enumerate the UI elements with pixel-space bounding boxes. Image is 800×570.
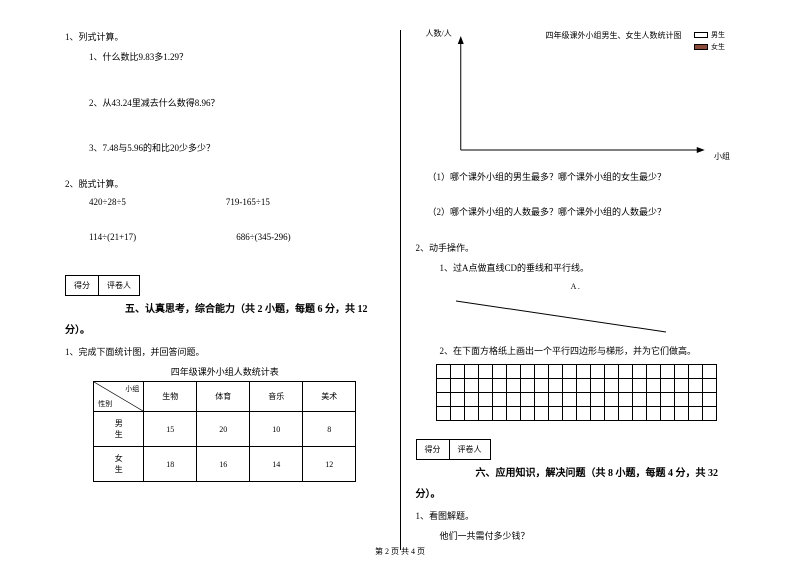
score-box: 得分 评卷人 [65,275,140,296]
point-a-label: A . [416,282,736,291]
table-diag-cell: 小组 性别 [94,382,144,412]
grader-label: 评卷人 [450,440,490,459]
table-header: 体育 [197,382,250,412]
chart-sub-q2: （2）哪个课外小组的人数最多？哪个课外小组的人数最少？ [416,205,736,219]
q2-hands-title: 2、动手操作。 [416,241,736,255]
calc-expr: 420÷28÷5 [89,197,126,207]
q2-sub1: 1、过A点做直线CD的垂线和平行线。 [416,261,736,275]
table-header: 音乐 [250,382,303,412]
app-q1-title: 1、看图解题。 [416,509,736,523]
legend-swatch-girls [694,44,708,50]
calc-expr: 686÷(345-296) [236,232,290,242]
q1-title: 1、列式计算。 [65,30,385,44]
table-title: 四年级课外小组人数统计表 [65,365,385,378]
section-fen: 分）。 [416,487,736,503]
bar-chart-axes: 人数/人 四年级课外小组男生、女生人数统计图 男生 女生 小组 [446,30,716,160]
q1-item: 3、7.48与5.96的和比20少多少？ [65,141,385,155]
page-footer: 第 2 页 共 4 页 [0,546,800,557]
stat-question: 1、完成下面统计图，并回答问题。 [65,345,385,359]
score-label: 得分 [417,440,450,459]
table-row: 男生1520108 [94,412,356,447]
section-fen: 分）。 [65,323,385,339]
section-5-title: 五、认真思考，综合能力（共 2 小题，每题 6 分，共 12 [125,300,385,315]
q2-title: 2、脱式计算。 [65,177,385,191]
table-header: 生物 [144,382,197,412]
q2-sub2: 2、在下面方格纸上画出一个平行四边形与梯形，并为它们做高。 [416,344,736,358]
app-q1-sub: 他们一共需付多少钱？ [416,529,736,543]
table-row: 女生18161412 [94,447,356,482]
line-cd-graphic [456,299,736,336]
chart-title: 四年级课外小组男生、女生人数统计图 [546,30,682,41]
stat-table: 小组 性别 生物 体育 音乐 美术 男生1520108 女生18161412 [93,381,356,482]
chart-legend: 男生 女生 [694,30,725,54]
y-axis-label: 人数/人 [426,28,452,39]
table-header: 美术 [303,382,356,412]
legend-swatch-boys [694,32,708,38]
chart-sub-q1: （1）哪个课外小组的男生最多？哪个课外小组的女生最少？ [416,170,736,184]
grader-label: 评卷人 [99,276,139,295]
q1-item: 2、从43.24里减去什么数得8.96？ [65,96,385,110]
calc-expr: 719-165÷15 [226,197,270,207]
q1-item: 1、什么数比9.83多1.29？ [65,50,385,64]
score-box: 得分 评卷人 [416,439,491,460]
x-axis-label: 小组 [714,151,730,162]
score-label: 得分 [66,276,99,295]
calc-expr: 114÷(21+17) [89,232,136,242]
grid-paper [436,364,717,421]
section-6-title: 六、应用知识，解决问题（共 8 小题，每题 4 分，共 32 [476,464,736,479]
